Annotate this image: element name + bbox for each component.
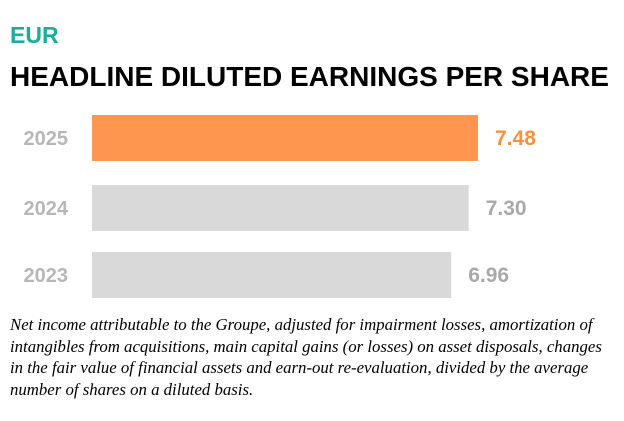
value-label-2025: 7.48: [495, 127, 536, 150]
value-label-2024: 7.30: [486, 197, 527, 220]
bar-2025: [92, 115, 478, 161]
bar-chart: 2025 7.48 2024 7.30 2023 6.96: [24, 115, 536, 298]
category-label-2024: 2024: [24, 198, 69, 220]
category-label-2025: 2025: [24, 128, 69, 150]
currency-label: EUR: [10, 22, 59, 48]
chart-title: HEADLINE DILUTED EARNINGS PER SHARE: [10, 61, 609, 92]
bar-2023: [92, 252, 452, 298]
category-label-2023: 2023: [24, 265, 69, 287]
bar-2024: [92, 185, 469, 231]
footnote: Net income attributable to the Groupe, a…: [10, 315, 602, 399]
value-label-2023: 6.96: [468, 264, 509, 287]
